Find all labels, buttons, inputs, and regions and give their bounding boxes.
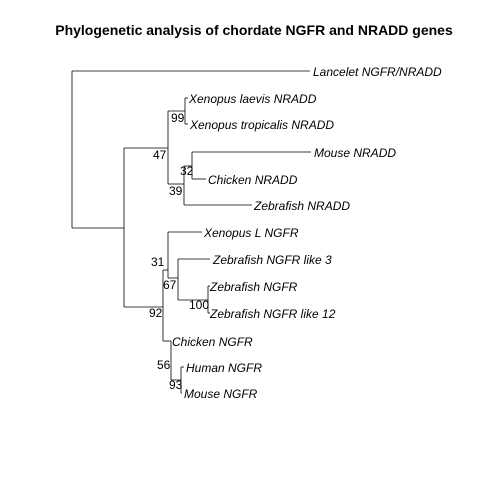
leaf-mouse-ngfr: Mouse NGFR xyxy=(184,387,258,401)
leaf-lancelet-ngfr-nradd: Lancelet NGFR/NRADD xyxy=(313,65,442,79)
leaf-mouse-nradd: Mouse NRADD xyxy=(314,146,396,160)
leaf-zebrafish-ngfr-like-12: Zebrafish NGFR like 12 xyxy=(209,307,336,321)
leaf-zebrafish-nradd: Zebrafish NRADD xyxy=(253,199,350,213)
bootstrap-label: 93 xyxy=(169,378,183,392)
bootstrap-label: 92 xyxy=(149,306,163,320)
leaf-zebrafish-ngfr-like-3: Zebrafish NGFR like 3 xyxy=(212,253,332,267)
bootstrap-label: 32 xyxy=(180,164,194,178)
bootstrap-label: 47 xyxy=(153,148,167,162)
figure-title: Phylogenetic analysis of chordate NGFR a… xyxy=(55,22,453,38)
leaf-xenopus-tropicalis-nradd: Xenopus tropicalis NRADD xyxy=(189,118,334,132)
bootstrap-label: 56 xyxy=(157,358,171,372)
leaf-chicken-ngfr: Chicken NGFR xyxy=(172,335,253,349)
bootstrap-label: 99 xyxy=(171,111,185,125)
leaf-zebrafish-ngfr: Zebrafish NGFR xyxy=(209,280,298,294)
bootstrap-label: 100 xyxy=(189,298,209,312)
leaf-chicken-nradd: Chicken NRADD xyxy=(208,173,298,187)
leaf-human-ngfr: Human NGFR xyxy=(186,361,262,375)
bootstrap-label: 31 xyxy=(151,255,165,269)
leaf-xenopus-l-ngfr: Xenopus L NGFR xyxy=(203,226,299,240)
leaf-xenopus-laevis-nradd: Xenopus laevis NRADD xyxy=(188,92,317,106)
bootstrap-label: 67 xyxy=(163,278,177,292)
bootstrap-label: 39 xyxy=(169,184,183,198)
